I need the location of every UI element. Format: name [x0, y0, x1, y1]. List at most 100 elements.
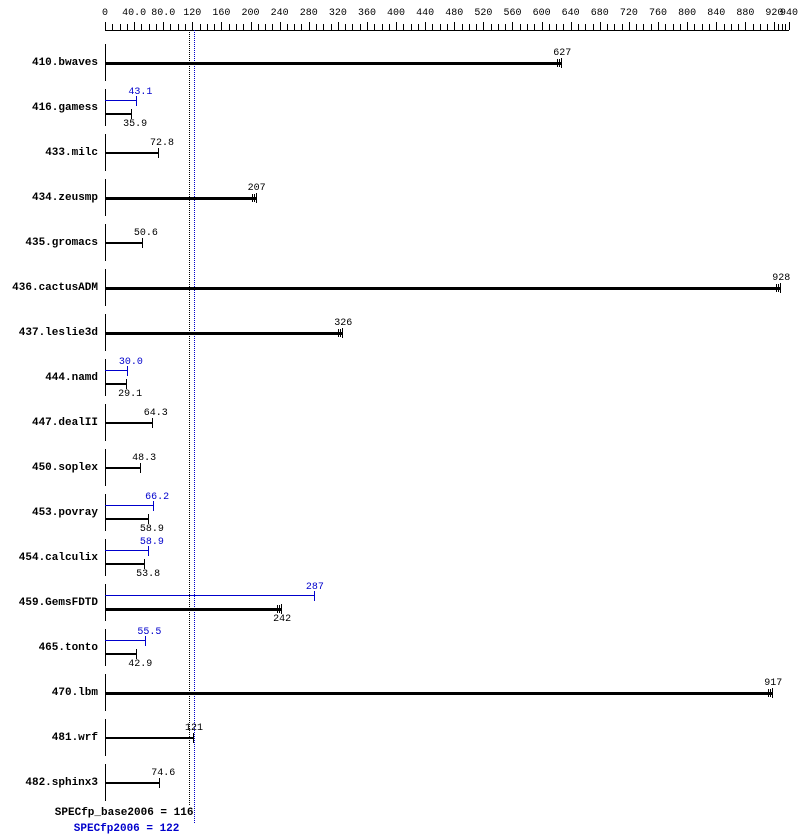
axis-tick-label: 600	[533, 8, 551, 19]
peak-value-label: 43.1	[128, 87, 152, 98]
axis-tick-minor	[534, 24, 535, 30]
axis-tick-major	[571, 22, 572, 30]
benchmark-label: 435.gromacs	[0, 237, 98, 249]
axis-tick-minor	[403, 24, 404, 30]
axis-tick-minor	[287, 24, 288, 30]
axis-tick-minor	[432, 24, 433, 30]
row-origin-tick	[105, 584, 106, 621]
base-value-label: 121	[185, 723, 203, 734]
peak-bar	[105, 550, 148, 551]
axis-tick-minor	[120, 24, 121, 30]
base-bar-err-tick	[340, 329, 341, 337]
axis-tick-minor	[585, 24, 586, 30]
axis-tick-minor	[643, 24, 644, 30]
peak-value-label: 55.5	[137, 627, 161, 638]
axis-tick-major	[367, 22, 368, 30]
axis-tick-major	[687, 22, 688, 30]
benchmark-row: 450.soplex48.3	[0, 445, 789, 490]
axis-tick-label: 160	[212, 8, 230, 19]
base-bar-cap	[159, 778, 160, 788]
base-value-label: 29.1	[118, 389, 142, 400]
axis-tick-minor	[243, 24, 244, 30]
benchmark-label: 454.calculix	[0, 552, 98, 564]
peak-value-label: 58.9	[140, 537, 164, 548]
base-value-label: 58.9	[140, 524, 164, 535]
benchmark-row: 437.leslie3d326	[0, 310, 789, 355]
benchmark-row: 410.bwaves627	[0, 40, 789, 85]
base-value-label: 928	[772, 273, 790, 284]
axis-tick-label: 0	[102, 8, 108, 19]
axis-tick-major	[774, 22, 775, 30]
base-value-label: 242	[273, 614, 291, 625]
axis-tick-minor	[265, 24, 266, 30]
axis-tick-major	[309, 22, 310, 30]
axis-tick-minor	[345, 24, 346, 30]
axis-tick-minor	[447, 24, 448, 30]
axis-tick-label: 120	[183, 8, 201, 19]
axis-tick-label: 840	[707, 8, 725, 19]
axis-tick-major	[454, 22, 455, 30]
base-bar	[105, 653, 136, 655]
benchmark-label: 453.povray	[0, 507, 98, 519]
axis-tick-label: 640	[562, 8, 580, 19]
benchmark-label: 481.wrf	[0, 732, 98, 744]
axis-tick-minor	[731, 24, 732, 30]
base-bar	[105, 113, 131, 115]
axis-tick-minor	[389, 24, 390, 30]
axis-tick-label: 560	[503, 8, 521, 19]
axis-tick-minor	[651, 24, 652, 30]
peak-value-label: 287	[306, 582, 324, 593]
benchmark-row: 453.povray58.966.2	[0, 490, 789, 535]
row-origin-tick	[105, 539, 106, 576]
axis-tick-minor	[178, 24, 179, 30]
base-bar-err-tick	[279, 605, 280, 613]
base-bar-cap	[142, 238, 143, 248]
base-bar-err-tick	[254, 194, 255, 202]
axis-tick-minor	[694, 24, 695, 30]
benchmark-row: 433.milc72.8	[0, 130, 789, 175]
axis-tick-minor	[331, 24, 332, 30]
base-bar-cap	[131, 109, 132, 119]
row-origin-tick	[105, 89, 106, 126]
axis-tick-minor	[170, 24, 171, 30]
axis-tick-minor	[724, 24, 725, 30]
base-bar-err-tick	[778, 284, 779, 292]
base-bar	[105, 197, 256, 200]
base-bar-cap	[281, 604, 282, 614]
axis-tick-minor	[778, 24, 779, 30]
base-bar-cap	[780, 283, 781, 293]
benchmark-label: 447.dealII	[0, 417, 98, 429]
peak-value-label: 30.0	[119, 357, 143, 368]
base-bar-err-tick	[338, 329, 339, 337]
axis-tick-minor	[272, 24, 273, 30]
axis-tick-minor	[702, 24, 703, 30]
axis-tick-major	[425, 22, 426, 30]
axis-tick-minor	[760, 24, 761, 30]
axis-tick-minor	[382, 24, 383, 30]
axis-tick-label: 880	[736, 8, 754, 19]
base-value-label: 72.8	[150, 138, 174, 149]
base-bar-cap	[126, 379, 127, 389]
x-axis: 040.080.01201602002402803203604004404805…	[105, 8, 789, 28]
base-bar	[105, 518, 148, 520]
axis-tick-minor	[738, 24, 739, 30]
axis-tick-minor	[258, 24, 259, 30]
peak-bar	[105, 100, 136, 101]
base-bar-cap	[158, 148, 159, 158]
base-value-label: 627	[553, 48, 571, 59]
benchmark-label: 434.zeusmp	[0, 192, 98, 204]
benchmark-row: 465.tonto42.955.5	[0, 625, 789, 670]
axis-tick-minor	[301, 24, 302, 30]
base-bar-cap	[342, 328, 343, 338]
benchmark-row: 454.calculix53.858.9	[0, 535, 789, 580]
axis-tick-label: 400	[387, 8, 405, 19]
axis-tick-label: 360	[358, 8, 376, 19]
axis-tick-minor	[418, 24, 419, 30]
axis-tick-major	[789, 22, 790, 30]
axis-tick-major	[163, 22, 164, 30]
base-bar	[105, 242, 142, 244]
axis-tick-minor	[578, 24, 579, 30]
axis-tick-label: 280	[300, 8, 318, 19]
axis-tick-minor	[149, 24, 150, 30]
axis-tick-label: 80.0	[151, 8, 175, 19]
